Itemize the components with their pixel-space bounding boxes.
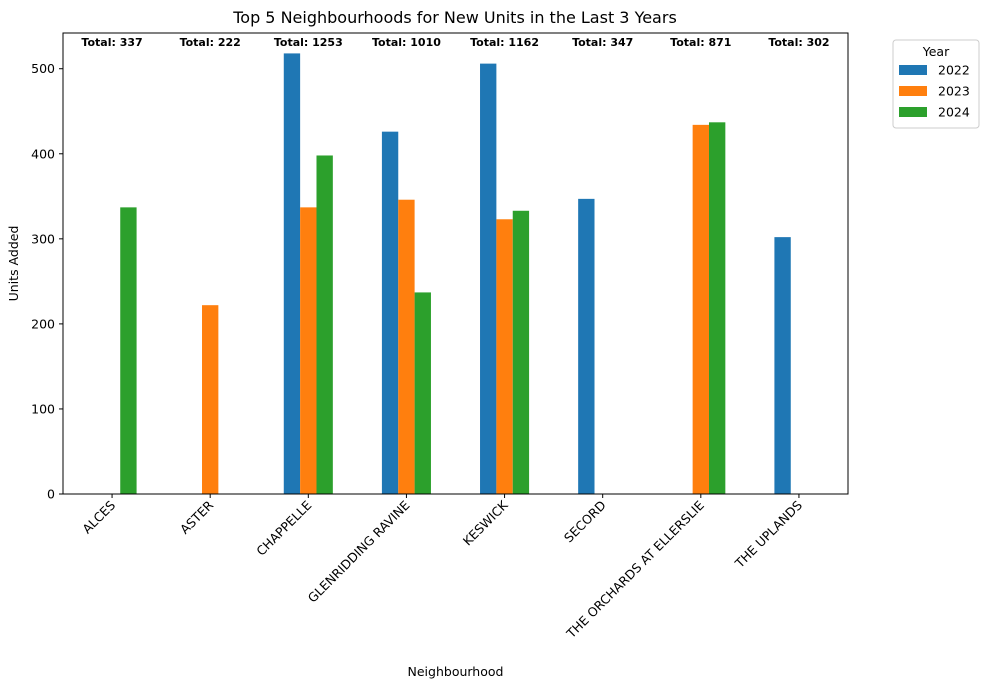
bar-2022-glenridding-ravine bbox=[381, 131, 399, 494]
bar-2023-keswick bbox=[496, 219, 513, 494]
x-tick-label: CHAPPELLE bbox=[253, 497, 314, 558]
x-tick-label: THE UPLANDS bbox=[731, 497, 805, 571]
y-tick-label: 200 bbox=[31, 316, 55, 331]
bar-2024-glenridding-ravine bbox=[414, 292, 431, 494]
x-tick-label: SECORD bbox=[561, 498, 609, 546]
total-label: Total: 337 bbox=[81, 36, 142, 49]
y-axis-label: Units Added bbox=[6, 226, 21, 302]
legend-title: Year bbox=[922, 44, 950, 59]
bar-2022-keswick bbox=[480, 63, 497, 495]
bar-2024-alces bbox=[120, 207, 137, 495]
x-tick-label: KESWICK bbox=[460, 497, 511, 548]
legend: Year 2022 2023 2024 bbox=[892, 39, 980, 129]
y-tick-label: 500 bbox=[31, 61, 55, 76]
legend-label-2023: 2023 bbox=[938, 84, 970, 99]
totals-layer: Total: 337 Total: 222 Total: 1253 Total: 10… bbox=[81, 36, 829, 49]
total-label: Total: 1162 bbox=[470, 36, 539, 49]
y-tick-label: 400 bbox=[31, 146, 55, 161]
bar-2024-the-orchards-at-ellerslie bbox=[708, 122, 726, 494]
y-tick-label: 0 bbox=[47, 487, 55, 502]
legend-box bbox=[892, 39, 980, 129]
bar-2023-glenridding-ravine bbox=[398, 199, 415, 494]
x-tick-label: ALCES bbox=[79, 497, 118, 536]
total-label: Total: 1253 bbox=[274, 36, 343, 49]
legend-swatch-2022 bbox=[899, 65, 927, 75]
x-tick-label: ASTER bbox=[177, 497, 217, 537]
bar-2022-secord bbox=[578, 198, 595, 495]
plot-frame bbox=[62, 32, 849, 495]
legend-items: 2022 2023 2024 bbox=[899, 63, 970, 120]
x-axis-label: Neighbourhood bbox=[408, 664, 504, 679]
bars-layer bbox=[120, 53, 791, 495]
legend-swatch-2023 bbox=[899, 86, 927, 96]
x-tick-label: GLENRIDDING RAVINE bbox=[305, 497, 413, 605]
bar-2024-chappelle bbox=[316, 155, 333, 495]
bar-2023-the-orchards-at-ellerslie bbox=[692, 124, 709, 495]
bar-2022-the-uplands bbox=[774, 237, 791, 494]
total-label: Total: 222 bbox=[180, 36, 241, 49]
legend-label-2024: 2024 bbox=[938, 105, 970, 120]
total-label: Total: 347 bbox=[572, 36, 633, 49]
total-label: Total: 302 bbox=[768, 36, 829, 49]
bar-2022-chappelle bbox=[283, 53, 301, 494]
bar-2024-keswick bbox=[512, 210, 530, 494]
y-axis: 0 100 200 300 400 500 bbox=[31, 61, 63, 502]
y-tick-label: 300 bbox=[31, 231, 55, 246]
legend-swatch-2024 bbox=[899, 107, 927, 117]
chart-title: Top 5 Neighbourhoods for New Units in th… bbox=[232, 8, 677, 27]
bar-2023-chappelle bbox=[300, 207, 317, 495]
y-tick-label: 100 bbox=[31, 401, 55, 416]
total-label: Total: 1010 bbox=[372, 36, 441, 49]
legend-label-2022: 2022 bbox=[938, 63, 970, 78]
total-label: Total: 871 bbox=[670, 36, 731, 49]
bar-2023-aster bbox=[202, 305, 219, 494]
